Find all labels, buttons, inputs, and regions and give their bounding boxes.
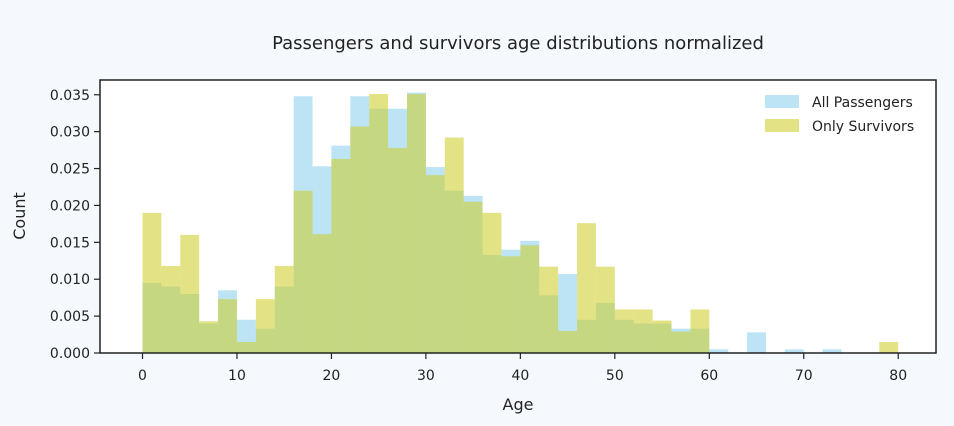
bars-layer	[142, 92, 899, 354]
bar	[482, 212, 502, 353]
x-tick-label: 30	[417, 368, 435, 384]
x-tick-label: 50	[606, 368, 624, 384]
y-tick-label: 0.020	[50, 198, 90, 214]
bar	[652, 320, 672, 353]
x-tick-label: 70	[795, 368, 813, 384]
bar	[520, 245, 540, 353]
bar	[331, 158, 351, 353]
x-tick-label: 60	[700, 368, 718, 384]
x-tick-label: 10	[228, 368, 246, 384]
bar	[274, 265, 294, 353]
y-tick-label: 0.005	[50, 309, 90, 325]
x-axis-label: Age	[503, 395, 534, 414]
legend-label-only-survivors: Only Survivors	[812, 119, 914, 135]
y-tick-label: 0.030	[50, 125, 90, 141]
bar	[577, 223, 596, 353]
x-tick-label: 80	[889, 368, 907, 384]
bar	[142, 212, 162, 353]
x-tick-label: 40	[511, 368, 529, 384]
bar	[879, 341, 899, 353]
bar	[293, 190, 313, 353]
legend-label-all-passengers: All Passengers	[812, 95, 913, 111]
bar	[558, 330, 578, 353]
bar	[709, 349, 729, 353]
y-axis-label: Count	[10, 192, 29, 240]
x-ticks: 0 10 20 30 40 50 60 70 80	[138, 353, 907, 384]
y-tick-label: 0.015	[50, 235, 90, 251]
y-tick-label: 0.025	[50, 162, 90, 178]
bar	[463, 201, 483, 353]
bar	[161, 265, 181, 353]
bar	[595, 266, 615, 353]
bar	[218, 299, 237, 353]
bar	[822, 349, 842, 353]
bar	[407, 94, 426, 353]
y-tick-label: 0.010	[50, 272, 90, 288]
bar	[444, 137, 464, 353]
bar	[747, 332, 766, 353]
bar	[539, 266, 559, 353]
y-ticks: 0.000 0.005 0.010 0.015 0.020 0.025 0.030 0.035	[50, 88, 100, 362]
legend: All Passengers Only Survivors	[765, 95, 914, 135]
bar	[690, 309, 710, 353]
bar	[236, 341, 256, 353]
x-tick-label: 20	[323, 368, 341, 384]
bar	[255, 299, 275, 353]
bar	[614, 309, 634, 353]
bar	[369, 94, 389, 353]
bar	[388, 147, 408, 353]
bar	[784, 349, 804, 353]
y-tick-label: 0.000	[50, 346, 90, 362]
bar	[180, 234, 200, 353]
chart-title: Passengers and survivors age distributio…	[272, 33, 764, 54]
bar	[633, 309, 653, 353]
plot-frame	[99, 79, 937, 354]
legend-swatch-all-passengers	[765, 95, 799, 108]
x-tick-label: 0	[138, 368, 147, 384]
bar	[312, 234, 332, 353]
bar	[425, 175, 445, 353]
series-1	[142, 94, 899, 353]
bar	[671, 331, 691, 353]
bar	[350, 126, 370, 353]
y-tick-label: 0.035	[50, 88, 90, 104]
bar	[199, 321, 219, 353]
legend-swatch-only-survivors	[765, 119, 799, 132]
bar	[501, 256, 521, 353]
